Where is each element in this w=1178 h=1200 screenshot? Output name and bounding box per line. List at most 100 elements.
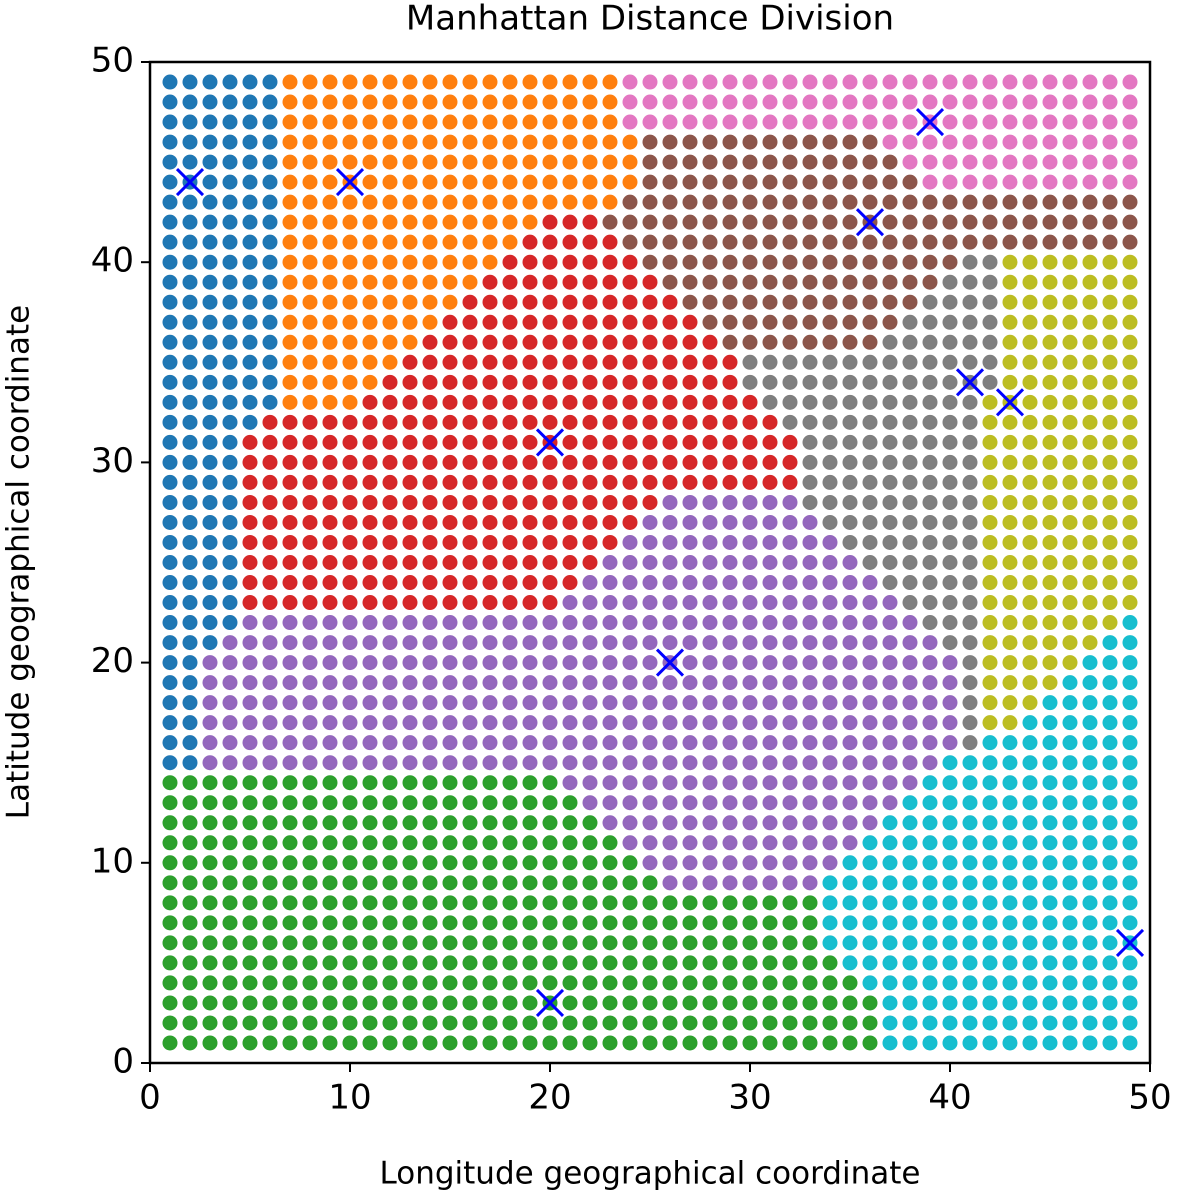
grid-point bbox=[822, 815, 838, 831]
grid-point bbox=[562, 354, 578, 370]
grid-point bbox=[262, 1035, 278, 1051]
grid-point bbox=[522, 454, 538, 470]
grid-point bbox=[682, 514, 698, 530]
grid-point bbox=[842, 254, 858, 270]
grid-point bbox=[222, 434, 238, 450]
grid-point bbox=[822, 935, 838, 951]
grid-point bbox=[402, 114, 418, 130]
grid-point bbox=[362, 795, 378, 811]
grid-point bbox=[162, 735, 178, 751]
grid-point bbox=[522, 775, 538, 791]
grid-point bbox=[882, 154, 898, 170]
grid-point bbox=[322, 534, 338, 550]
grid-point bbox=[582, 915, 598, 931]
grid-point bbox=[702, 595, 718, 611]
grid-point bbox=[222, 394, 238, 410]
grid-point bbox=[342, 354, 358, 370]
grid-point bbox=[602, 555, 618, 570]
grid-point bbox=[1002, 434, 1018, 450]
grid-point bbox=[982, 695, 998, 711]
grid-point bbox=[182, 1015, 198, 1031]
grid-point bbox=[242, 895, 258, 911]
grid-point bbox=[902, 875, 918, 891]
grid-point bbox=[1102, 194, 1118, 210]
grid-point bbox=[862, 855, 878, 871]
grid-point bbox=[702, 975, 718, 991]
grid-point bbox=[1102, 655, 1118, 671]
grid-point bbox=[222, 134, 238, 150]
grid-point bbox=[1082, 534, 1098, 550]
grid-point bbox=[382, 494, 398, 510]
grid-point bbox=[942, 695, 958, 711]
grid-point bbox=[1042, 94, 1058, 110]
grid-point bbox=[822, 715, 838, 731]
grid-point bbox=[662, 835, 678, 851]
grid-point bbox=[582, 1035, 598, 1051]
grid-point bbox=[642, 855, 658, 871]
grid-point bbox=[162, 895, 178, 911]
grid-point bbox=[602, 835, 618, 851]
grid-point bbox=[742, 895, 758, 911]
grid-point bbox=[882, 575, 898, 591]
grid-point bbox=[302, 374, 318, 390]
grid-point bbox=[382, 314, 398, 330]
grid-point bbox=[802, 174, 818, 190]
grid-point bbox=[1002, 615, 1018, 631]
grid-point bbox=[882, 294, 898, 310]
grid-point bbox=[402, 494, 418, 510]
grid-point bbox=[882, 134, 898, 150]
grid-point bbox=[522, 154, 538, 170]
grid-point bbox=[762, 334, 778, 350]
grid-point bbox=[1062, 955, 1078, 971]
grid-point bbox=[882, 955, 898, 971]
grid-point bbox=[342, 274, 358, 290]
grid-point bbox=[442, 835, 458, 851]
grid-point bbox=[322, 615, 338, 631]
grid-point bbox=[722, 595, 738, 611]
grid-point bbox=[722, 74, 738, 90]
grid-point bbox=[1062, 695, 1078, 711]
grid-point bbox=[182, 635, 198, 651]
grid-point bbox=[622, 94, 638, 110]
grid-point bbox=[762, 374, 778, 390]
grid-point bbox=[782, 835, 798, 851]
grid-point bbox=[1022, 434, 1038, 450]
grid-point bbox=[342, 755, 358, 771]
grid-point bbox=[442, 955, 458, 971]
grid-point bbox=[1122, 915, 1138, 931]
grid-point bbox=[1042, 334, 1058, 350]
grid-point bbox=[462, 154, 478, 170]
y-axis-label: Latitude geographical coordinate bbox=[1, 305, 37, 819]
grid-point bbox=[862, 74, 878, 90]
grid-point bbox=[922, 314, 938, 330]
grid-point bbox=[742, 74, 758, 90]
grid-point bbox=[682, 1035, 698, 1051]
grid-point bbox=[562, 374, 578, 390]
grid-point bbox=[242, 194, 258, 210]
grid-point bbox=[222, 214, 238, 230]
grid-point bbox=[982, 174, 998, 190]
grid-point bbox=[982, 935, 998, 951]
grid-point bbox=[1002, 995, 1018, 1011]
grid-point bbox=[602, 675, 618, 691]
grid-point bbox=[822, 915, 838, 931]
grid-point bbox=[442, 655, 458, 671]
grid-point bbox=[562, 514, 578, 530]
grid-point bbox=[202, 494, 218, 510]
grid-point bbox=[522, 615, 538, 631]
grid-point bbox=[422, 434, 438, 450]
grid-point bbox=[842, 514, 858, 530]
grid-point bbox=[902, 374, 918, 390]
grid-point bbox=[1002, 514, 1018, 530]
grid-point bbox=[802, 555, 818, 570]
grid-point bbox=[802, 875, 818, 891]
grid-point bbox=[502, 334, 518, 350]
x-tick-label: 10 bbox=[328, 1078, 371, 1118]
grid-point bbox=[282, 154, 298, 170]
grid-point bbox=[962, 695, 978, 711]
grid-point bbox=[1002, 595, 1018, 611]
grid-point bbox=[1002, 114, 1018, 130]
grid-point bbox=[242, 695, 258, 711]
grid-point bbox=[1002, 555, 1018, 570]
grid-point bbox=[1022, 775, 1038, 791]
